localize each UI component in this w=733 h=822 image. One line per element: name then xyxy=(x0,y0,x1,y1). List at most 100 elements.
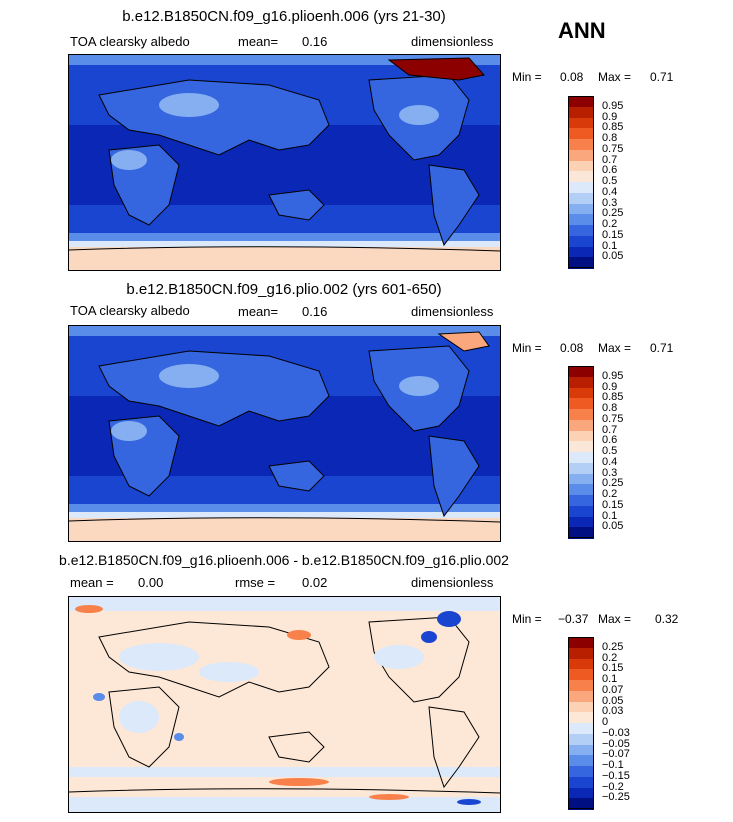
colorbar-level-label: −0.07 xyxy=(602,748,630,761)
colorbar-swatch xyxy=(568,462,594,474)
season-label: ANN xyxy=(558,18,606,43)
panel-3-title: b.e12.B1850CN.f09_g16.plioenh.006 - b.e1… xyxy=(59,552,509,568)
colorbar-level-label: 0.95 xyxy=(602,369,624,382)
colorbar-level-label: 0.5 xyxy=(602,445,618,457)
colorbar-level-label: 0.15 xyxy=(602,228,624,241)
colorbar-swatch xyxy=(568,192,594,204)
colorbar-swatch xyxy=(568,96,594,108)
panel-3-units: dimensionless xyxy=(411,575,494,590)
colorbar-level-label: 0.07 xyxy=(602,683,624,696)
panel-3-max-label: Max = xyxy=(598,612,632,626)
colorbar-swatch xyxy=(568,128,594,140)
colorbar-level-label: −0.03 xyxy=(602,726,630,739)
panel-3-min-value: −0.37 xyxy=(558,612,589,626)
colorbar-level-label: 0.05 xyxy=(602,694,624,707)
colorbar-level-label: 0.25 xyxy=(602,207,624,220)
panel-2-title: b.e12.B1850CN.f09_g16.plio.002 (yrs 601-… xyxy=(126,281,442,298)
colorbar-level-label: 0.85 xyxy=(602,391,624,404)
colorbar-swatch xyxy=(568,117,594,129)
colorbar-level-label: 0.95 xyxy=(602,99,624,112)
colorbar-level-label: 0.25 xyxy=(602,640,624,653)
colorbar-swatch xyxy=(568,680,594,692)
panel-1-max-label: Max = xyxy=(598,70,632,84)
panel-2-field-label: TOA clearsky albedo xyxy=(70,303,190,318)
colorbar-swatch xyxy=(568,658,594,670)
panel-3-min-label: Min = xyxy=(512,612,542,626)
colorbar-level-label: 0.3 xyxy=(602,466,618,479)
colorbar-swatch xyxy=(568,452,594,464)
colorbar-swatch xyxy=(568,171,594,183)
colorbar-swatch xyxy=(568,409,594,421)
panel-3-max-value: 0.32 xyxy=(655,612,679,626)
colorbar-swatch xyxy=(568,527,594,539)
colorbar-swatch xyxy=(568,419,594,431)
panel-1-mean-label: mean= xyxy=(238,34,279,49)
colorbar-frame xyxy=(568,637,594,809)
panel-2-max-value: 0.71 xyxy=(650,341,674,355)
colorbar-level-label: 0.1 xyxy=(602,239,618,252)
colorbar-level-label: −0.05 xyxy=(602,737,630,750)
colorbar-level-label: 0.2 xyxy=(602,218,618,230)
colorbar-frame xyxy=(568,366,594,538)
colorbar-swatch xyxy=(568,398,594,410)
panel-2-map xyxy=(68,325,501,542)
colorbar-swatch xyxy=(568,484,594,496)
colorbar-swatch xyxy=(568,798,594,810)
colorbar-swatch xyxy=(568,516,594,528)
colorbar-level-label: 0.25 xyxy=(602,477,624,490)
colorbar-swatch xyxy=(568,723,594,735)
colorbar-level-label: 0.7 xyxy=(602,153,618,166)
colorbar-swatch xyxy=(568,160,594,172)
colorbar-swatch xyxy=(568,387,594,399)
colorbar-swatch xyxy=(568,766,594,778)
panel-2-min-label: Min = xyxy=(512,341,542,355)
colorbar-level-label: 0.05 xyxy=(602,250,624,263)
colorbar-level-label: 0.6 xyxy=(602,434,618,447)
panel-3-mean-label: mean = xyxy=(70,575,114,590)
colorbar-frame xyxy=(568,96,594,268)
colorbar-swatch xyxy=(568,430,594,442)
panel-1-field-label: TOA clearsky albedo xyxy=(70,34,190,49)
colorbar-level-label: 0.85 xyxy=(602,121,624,134)
panel-3-rmse-value: 0.02 xyxy=(302,575,328,590)
colorbar-level-label: 0.15 xyxy=(602,662,624,675)
panel-2-min-value: 0.08 xyxy=(560,341,584,355)
colorbar-swatch xyxy=(568,690,594,702)
colorbar-level-label: 0.8 xyxy=(602,402,618,414)
colorbar-swatch xyxy=(568,149,594,161)
colorbar-swatch xyxy=(568,733,594,745)
colorbar-level-label: 0.9 xyxy=(602,380,618,393)
panel-3-map xyxy=(68,596,501,813)
colorbar-swatch xyxy=(568,203,594,215)
colorbar-level-label: −0.1 xyxy=(602,759,624,771)
colorbar-swatch xyxy=(568,225,594,237)
colorbar-level-label: 0.2 xyxy=(602,651,618,664)
colorbar-level-label: 0.6 xyxy=(602,164,618,177)
colorbar-level-label: 0.15 xyxy=(602,498,624,511)
panel-2-colorbar: 0.95 0.9 0.85 0.8 0.75 0.7 0.6 0.5 0.4 0.3 0.25 0.2… xyxy=(568,366,648,539)
colorbar-swatch xyxy=(568,473,594,485)
panel-3-colorbar: 0.25 0.2 0.15 0.1 0.07 0.05 0.03 0 −0.03 −0.05 −0.… xyxy=(568,637,648,810)
colorbar-swatch xyxy=(568,214,594,226)
colorbar-level-label: 0.9 xyxy=(602,110,618,123)
colorbar-swatch xyxy=(568,712,594,724)
panel-2-mean-value: 0.16 xyxy=(302,304,328,319)
colorbar-swatch xyxy=(568,755,594,767)
colorbar-level-label: 0.7 xyxy=(602,423,618,436)
panel-1-colorbar: 0.95 0.9 0.85 0.8 0.75 0.7 0.6 0.5 0.4 0.3 0.25 0.2… xyxy=(568,96,648,269)
panel-1-map xyxy=(68,54,501,271)
colorbar-level-label: 0.3 xyxy=(602,196,618,209)
colorbar-swatch xyxy=(568,366,594,378)
colorbar-level-label: 0.4 xyxy=(602,455,618,468)
panel-1-title: b.e12.B1850CN.f09_g16.plioenh.006 (yrs 2… xyxy=(122,8,446,25)
colorbar-swatch xyxy=(568,182,594,194)
colorbar-level-label: 0.4 xyxy=(602,185,618,198)
colorbar-swatch xyxy=(568,505,594,517)
panel-2-units: dimensionless xyxy=(411,304,494,319)
panel-3-rmse-label: rmse = xyxy=(235,575,276,590)
colorbar-level-label: 0.05 xyxy=(602,520,624,533)
colorbar-swatch xyxy=(568,376,594,388)
colorbar-swatch xyxy=(568,495,594,507)
panel-2-max-label: Max = xyxy=(598,341,632,355)
colorbar-level-label: 0.8 xyxy=(602,132,618,144)
